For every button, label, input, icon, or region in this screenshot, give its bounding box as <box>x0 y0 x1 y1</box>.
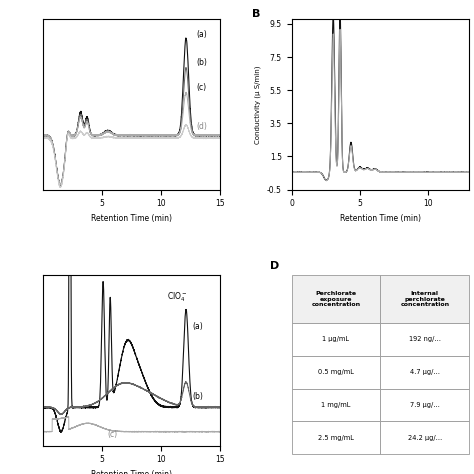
Text: D: D <box>270 261 280 271</box>
X-axis label: Retention Time (min): Retention Time (min) <box>91 214 172 223</box>
X-axis label: Retention Time (min): Retention Time (min) <box>91 470 172 474</box>
Text: B: B <box>252 9 261 18</box>
Text: (b): (b) <box>192 392 203 401</box>
Text: (b): (b) <box>197 58 208 67</box>
Text: (a): (a) <box>197 30 208 39</box>
Text: (d): (d) <box>197 122 208 131</box>
Y-axis label: Conductivity (μ S/min): Conductivity (μ S/min) <box>255 65 261 144</box>
Text: (c): (c) <box>197 83 207 92</box>
Text: (a): (a) <box>192 322 203 331</box>
X-axis label: Retention Time (min): Retention Time (min) <box>340 214 421 223</box>
Text: (c): (c) <box>108 430 118 439</box>
Text: ClO$_4^-$: ClO$_4^-$ <box>167 290 188 304</box>
